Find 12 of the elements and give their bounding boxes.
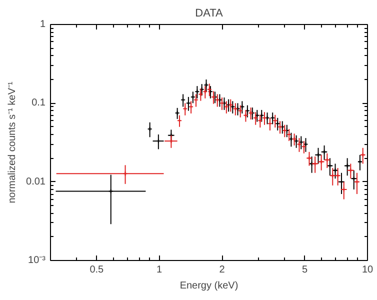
x-tick-label: 10 [362, 264, 374, 276]
y-axis-title: normalized counts s⁻¹ keV⁻¹ [7, 81, 18, 204]
x-tick-label: 0.5 [90, 264, 104, 276]
x-tick-label: 1 [156, 264, 163, 276]
y-tick-label: 0.01 [26, 176, 46, 188]
x-axis-title: Energy (keV) [180, 280, 238, 292]
y-tick-label: 0.1 [32, 98, 46, 109]
y-tick-label: 1 [40, 19, 46, 30]
x-tick-label: 5 [302, 264, 308, 276]
y-tick-label: 10⁻³ [28, 255, 46, 266]
chart-title: DATA [195, 8, 224, 20]
x-tick-label: 2 [219, 264, 226, 276]
